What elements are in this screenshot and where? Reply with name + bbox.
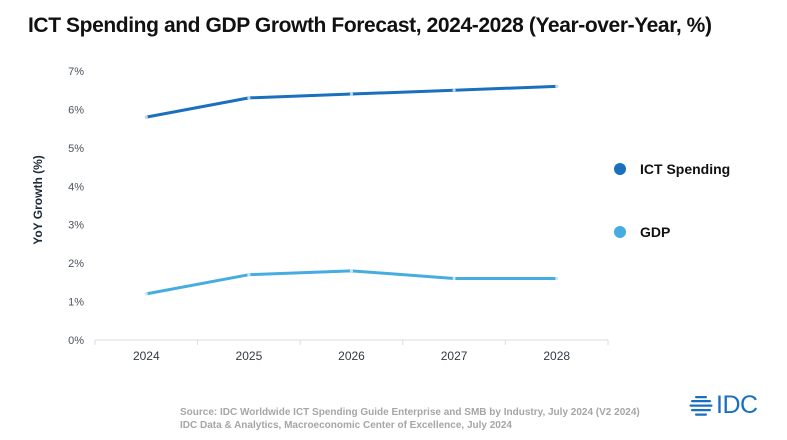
legend-item-ict-spending: ICT Spending [614,161,730,177]
x-tick-label: 2027 [441,349,468,363]
series-lines [144,84,559,296]
idc-globe-icon [689,395,713,416]
data-point-gdp [452,276,456,281]
data-point-ict-spending [555,84,559,88]
y-tick-label: 4% [68,181,84,193]
data-point-gdp [349,269,354,273]
data-point-ict-spending [452,88,456,92]
data-point-gdp [555,276,559,281]
idc-logo-text: IDC [716,391,758,419]
x-axis: 2024 2025 2026 2027 2028 [94,339,609,363]
legend-marker-ict-spending [614,163,626,175]
y-tick-label: 6% [68,104,84,116]
legend-label: GDP [640,224,671,240]
y-tick-label: 1% [68,297,84,309]
legend-label: ICT Spending [640,161,731,177]
y-axis-ticks: 0% 1% 2% 3% 4% 5% 6% 7% [68,66,84,347]
data-point-gdp [247,273,251,277]
y-tick-label: 0% [68,335,84,347]
y-tick-label: 7% [68,66,84,78]
y-tick-label: 3% [68,220,84,232]
data-point-ict-spending [349,92,354,96]
x-tick-label: 2025 [236,349,263,363]
y-tick-label: 2% [68,258,84,270]
series-line-ict-spending [144,84,559,119]
x-tick-label: 2024 [133,349,160,363]
chart-title: ICT Spending and GDP Growth Forecast, 20… [28,14,712,37]
data-point-ict-spending [247,96,251,100]
source-note: Source: IDC Worldwide ICT Spending Guide… [180,406,640,432]
legend-item-gdp: GDP [614,224,670,240]
data-point-gdp [144,292,148,296]
idc-logo: IDC [689,393,758,418]
source-line-2: IDC Data & Analytics, Macroeconomic Cent… [180,420,512,431]
series-line-gdp [144,269,559,296]
y-tick-label: 5% [68,143,84,155]
legend-marker-gdp [614,226,626,238]
x-tick-label: 2026 [338,349,365,363]
source-line-1: Source: IDC Worldwide ICT Spending Guide… [180,407,640,418]
x-tick-label: 2028 [543,349,570,363]
data-point-ict-spending [144,115,148,119]
y-axis-label: YoY Growth (%) [31,155,45,245]
